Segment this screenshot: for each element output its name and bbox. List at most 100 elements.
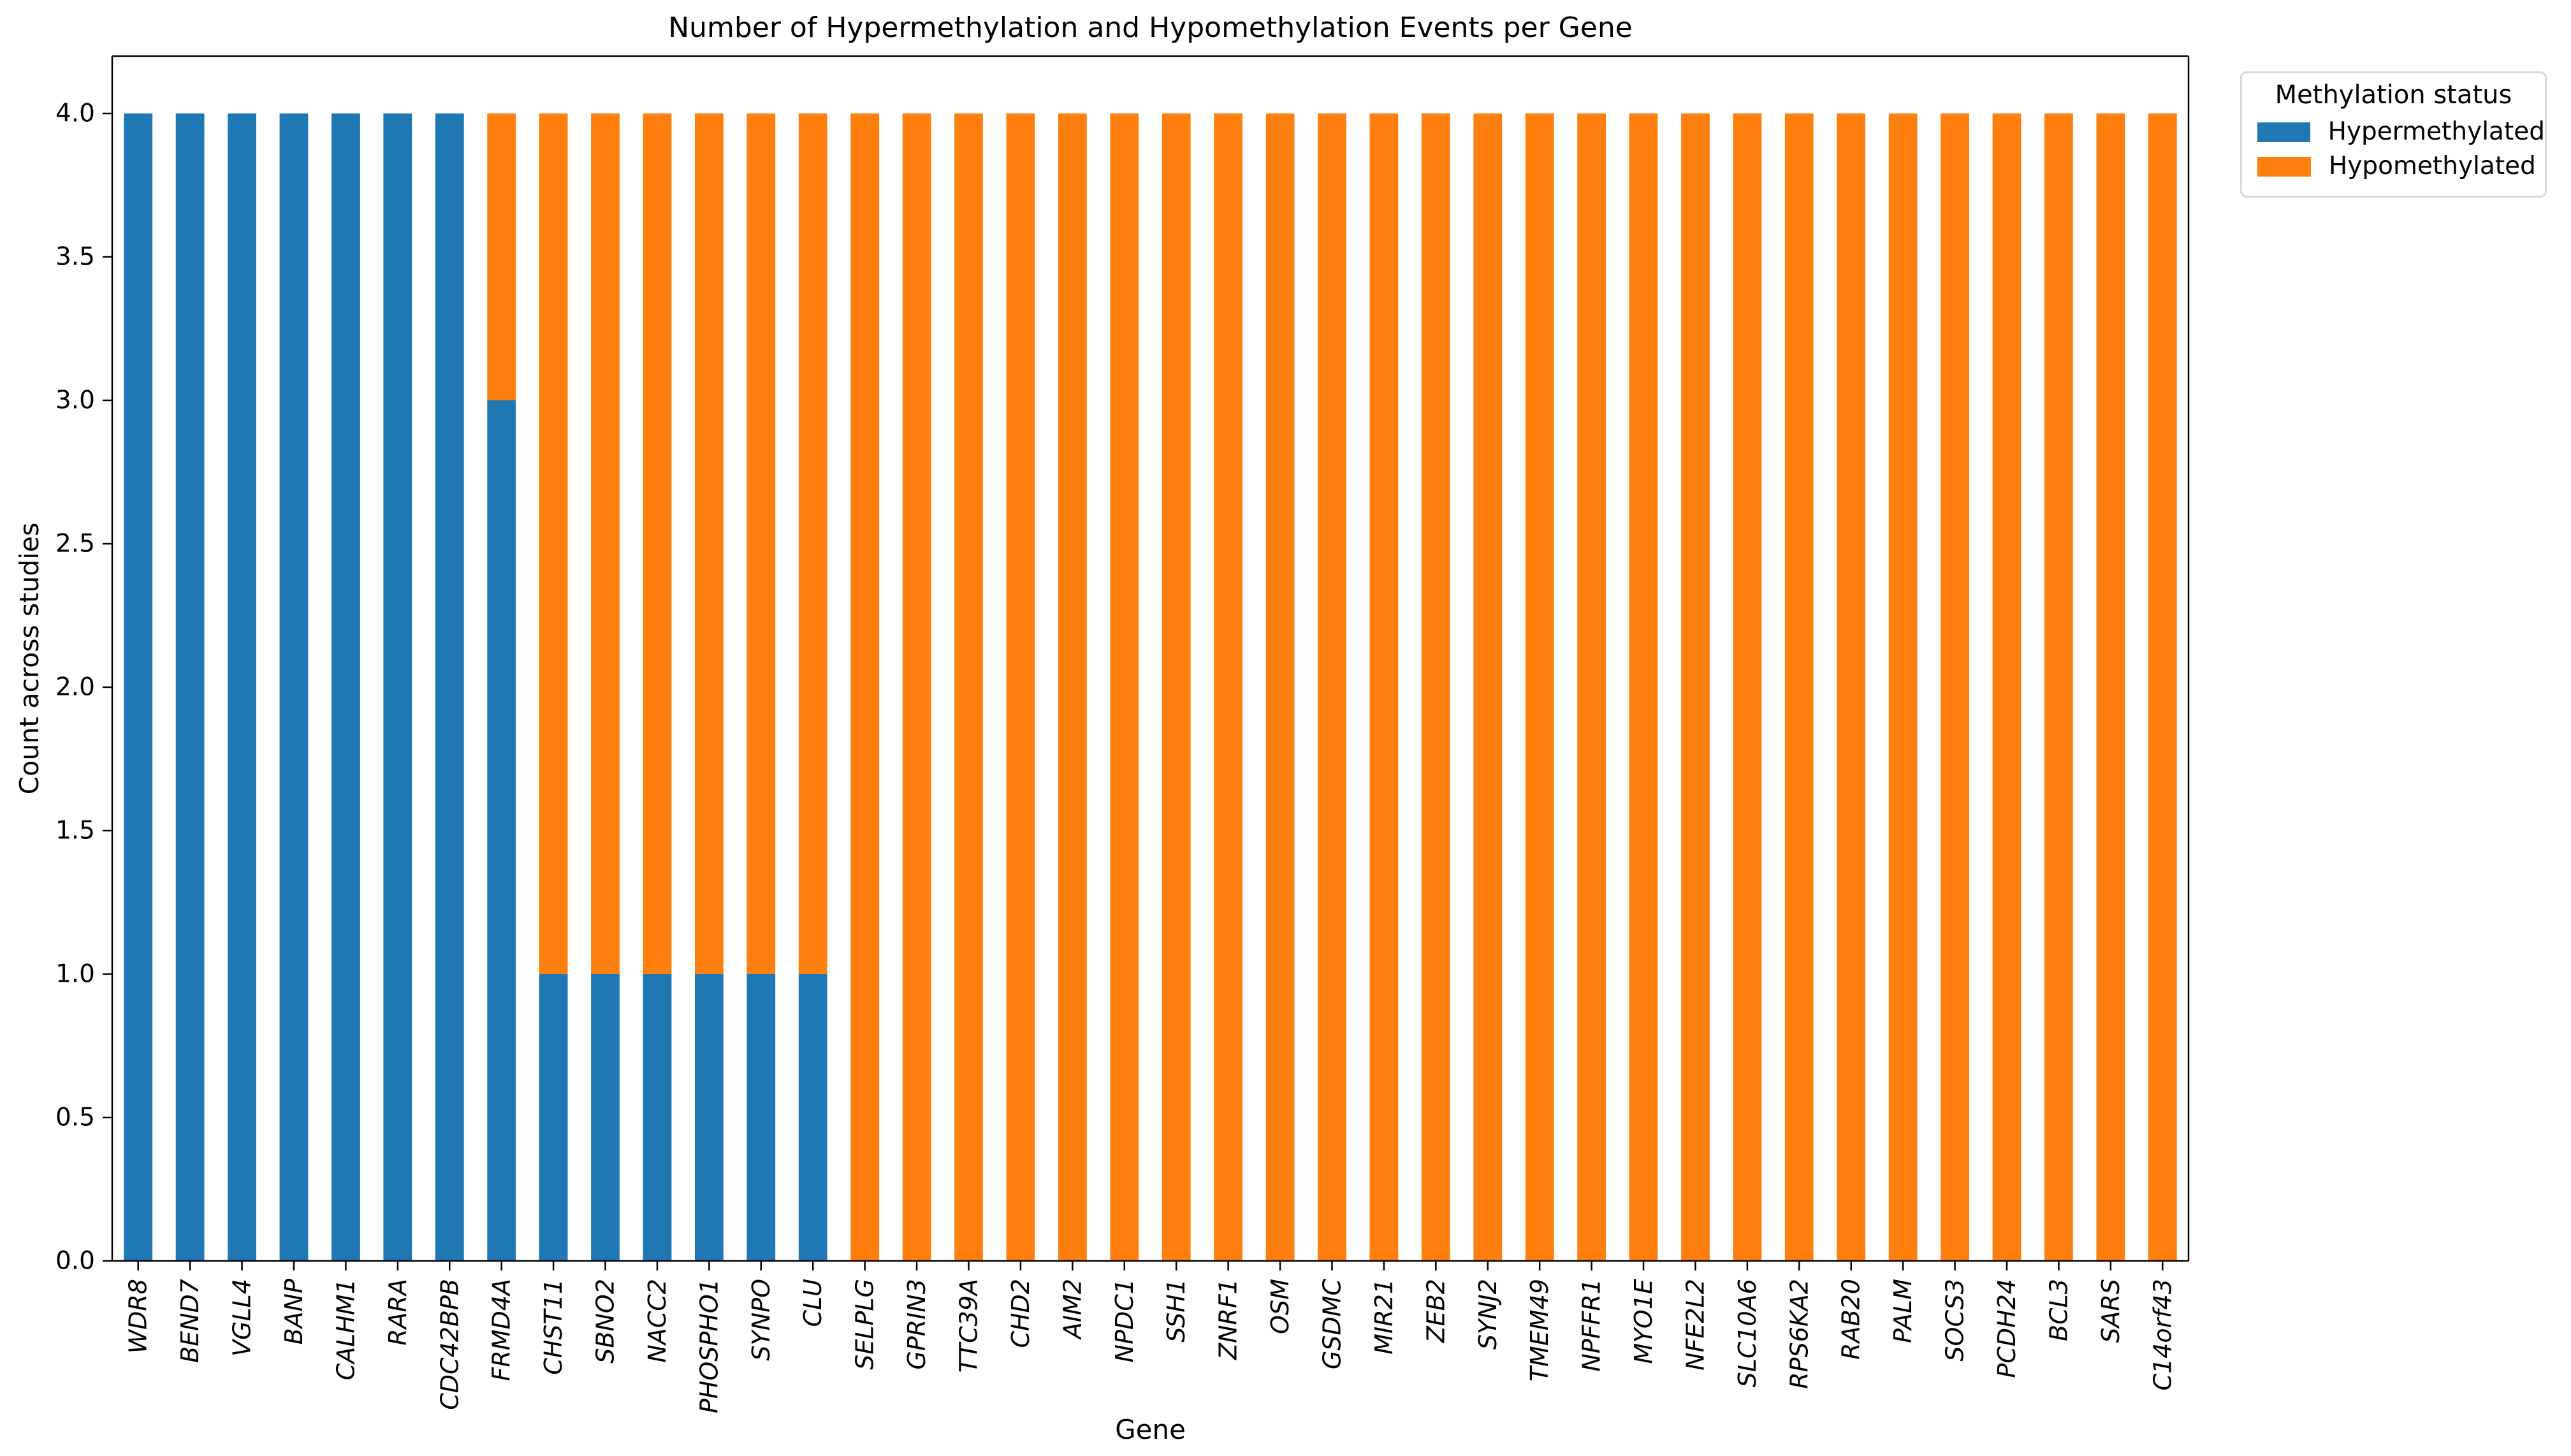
hypomethylated-swatch xyxy=(2257,156,2311,177)
bar-segment-hypomethylated-NPDC1 xyxy=(1110,113,1139,1261)
bar-segment-hypomethylated-MIR21 xyxy=(1369,113,1399,1261)
x-tick-label-SLC10A6: SLC10A6 xyxy=(1733,1279,1761,1387)
x-tick-label-TTC39A: TTC39A xyxy=(955,1279,983,1372)
bar-segment-hypomethylated-CHST11 xyxy=(539,113,568,974)
bar-segment-hypermethylated-SBNO2 xyxy=(591,974,620,1261)
bar-segment-hypermethylated-CDC42BPB xyxy=(435,113,464,1261)
x-tick-label-C14orf43: C14orf43 xyxy=(2148,1279,2176,1391)
bar-segment-hypomethylated-CHD2 xyxy=(1006,113,1035,1261)
y-tick-label: 0.0 xyxy=(55,1247,95,1276)
bar-segment-hypermethylated-NACC2 xyxy=(643,974,672,1261)
bar-segment-hypomethylated-SARS xyxy=(2096,113,2125,1261)
hypermethylated-legend-label: Hypermethylated xyxy=(2327,117,2545,146)
bar-segment-hypomethylated-SOCS3 xyxy=(1941,113,1969,1261)
bar-segment-hypomethylated-SYNJ2 xyxy=(1473,113,1503,1261)
bar-segment-hypomethylated-PCDH24 xyxy=(1992,113,2021,1261)
bar-segment-hypermethylated-CLU xyxy=(798,974,827,1261)
bar-segment-hypomethylated-C14orf43 xyxy=(2148,113,2177,1261)
x-tick-label-PCDH24: PCDH24 xyxy=(1993,1279,2021,1378)
x-tick-label-RAB20: RAB20 xyxy=(1837,1279,1865,1360)
x-tick-label-MIR21: MIR21 xyxy=(1370,1279,1398,1355)
y-tick-label: 1.0 xyxy=(55,960,95,989)
y-tick-label: 2.5 xyxy=(55,530,95,558)
x-tick-label-GPRIN3: GPRIN3 xyxy=(903,1279,931,1370)
bar-segment-hypermethylated-RARA xyxy=(383,113,412,1261)
bar-segment-hypomethylated-PALM xyxy=(1888,113,1918,1261)
bar-segment-hypermethylated-BEND7 xyxy=(175,113,205,1261)
x-tick-label-FRMD4A: FRMD4A xyxy=(488,1279,516,1381)
x-tick-label-MYO1E: MYO1E xyxy=(1629,1279,1657,1364)
bar-segment-hypomethylated-TMEM49 xyxy=(1525,113,1554,1261)
x-tick-label-VGLL4: VGLL4 xyxy=(228,1279,256,1357)
x-tick-label-CHST11: CHST11 xyxy=(539,1279,567,1375)
bar-segment-hypomethylated-OSM xyxy=(1265,113,1295,1261)
bar-segment-hypermethylated-WDR8 xyxy=(124,113,153,1261)
bar-segment-hypermethylated-VGLL4 xyxy=(228,113,256,1261)
x-tick-label-SYNJ2: SYNJ2 xyxy=(1474,1279,1502,1350)
x-tick-label-NPDC1: NPDC1 xyxy=(1111,1279,1139,1362)
legend-entry-hypermethylated: Hypermethylated xyxy=(2257,119,2545,145)
x-tick-label-SSH1: SSH1 xyxy=(1162,1279,1190,1343)
bar-segment-hypomethylated-GSDMC xyxy=(1318,113,1346,1261)
x-tick-label-SOCS3: SOCS3 xyxy=(1941,1279,1969,1362)
x-tick-label-ZNRF1: ZNRF1 xyxy=(1214,1279,1242,1360)
y-tick-label: 1.5 xyxy=(55,817,95,845)
bar-segment-hypomethylated-NPFFR1 xyxy=(1577,113,1606,1261)
x-tick-label-RARA: RARA xyxy=(384,1279,412,1346)
bar-segment-hypomethylated-SBNO2 xyxy=(591,113,620,974)
y-tick-label: 3.0 xyxy=(55,386,95,415)
chart-title: Number of Hypermethylation and Hypomethy… xyxy=(668,11,1633,44)
x-tick-label-OSM: OSM xyxy=(1266,1279,1294,1334)
bar-segment-hypermethylated-BANP xyxy=(279,113,309,1261)
x-tick-label-GSDMC: GSDMC xyxy=(1318,1279,1346,1370)
x-tick-label-CDC42BPB: CDC42BPB xyxy=(435,1279,463,1410)
x-tick-label-TMEM49: TMEM49 xyxy=(1526,1279,1554,1381)
legend-title: Methylation status xyxy=(2275,80,2512,110)
bar-segment-hypomethylated-MYO1E xyxy=(1629,113,1658,1261)
bar-segment-hypermethylated-PHOSPHO1 xyxy=(695,974,724,1261)
bar-segment-hypomethylated-GPRIN3 xyxy=(902,113,931,1261)
hypomethylated-legend-label: Hypomethylated xyxy=(2329,152,2536,180)
y-tick-label: 2.0 xyxy=(55,673,95,702)
x-tick-label-CALHM1: CALHM1 xyxy=(331,1279,360,1380)
bar-segment-hypomethylated-SLC10A6 xyxy=(1733,113,1762,1261)
x-tick-label-WDR8: WDR8 xyxy=(124,1279,152,1353)
x-tick-label-RPS6KA2: RPS6KA2 xyxy=(1785,1279,1813,1389)
bar-segment-hypomethylated-TTC39A xyxy=(954,113,983,1261)
bar-segment-hypermethylated-CHST11 xyxy=(539,974,568,1261)
y-tick-label: 4.0 xyxy=(55,99,95,128)
x-tick-label-SELPLG: SELPLG xyxy=(851,1279,879,1370)
x-tick-label-BEND7: BEND7 xyxy=(176,1279,204,1363)
x-tick-label-BANP: BANP xyxy=(280,1279,308,1344)
x-tick-label-SBNO2: SBNO2 xyxy=(592,1279,620,1364)
bar-segment-hypomethylated-CLU xyxy=(798,113,827,974)
bar-segment-hypermethylated-CALHM1 xyxy=(331,113,360,1261)
x-tick-label-NFE2L2: NFE2L2 xyxy=(1681,1279,1709,1371)
bar-segment-hypomethylated-ZEB2 xyxy=(1421,113,1450,1261)
bar-segment-hypomethylated-BCL3 xyxy=(2044,113,2073,1261)
bar-segment-hypermethylated-SYNPO xyxy=(747,974,776,1261)
bar-segment-hypomethylated-RPS6KA2 xyxy=(1784,113,1814,1261)
legend-entry-hypomethylated: Hypomethylated xyxy=(2257,154,2545,179)
bar-segment-hypomethylated-FRMD4A xyxy=(487,113,516,400)
bar-segment-hypomethylated-NACC2 xyxy=(643,113,672,974)
hypermethylated-swatch xyxy=(2257,122,2310,142)
y-tick-label: 3.5 xyxy=(55,243,95,272)
x-tick-label-CLU: CLU xyxy=(799,1279,827,1327)
x-axis-label: Gene xyxy=(1115,1414,1186,1445)
bar-segment-hypomethylated-RAB20 xyxy=(1837,113,1866,1261)
x-tick-label-PHOSPHO1: PHOSPHO1 xyxy=(695,1279,723,1413)
x-tick-label-SARS: SARS xyxy=(2097,1279,2125,1343)
x-tick-label-PALM: PALM xyxy=(1889,1279,1917,1343)
bar-segment-hypomethylated-ZNRF1 xyxy=(1214,113,1242,1261)
x-tick-label-NPFFR1: NPFFR1 xyxy=(1578,1279,1606,1372)
bar-segment-hypomethylated-SELPLG xyxy=(850,113,880,1261)
x-tick-label-SYNPO: SYNPO xyxy=(747,1279,775,1361)
x-tick-label-BCL3: BCL3 xyxy=(2044,1279,2072,1341)
x-tick-label-ZEB2: ZEB2 xyxy=(1422,1279,1450,1343)
x-tick-label-NACC2: NACC2 xyxy=(643,1279,671,1363)
legend: Methylation status Hypermethylated Hypom… xyxy=(2240,71,2547,198)
bar-segment-hypomethylated-AIM2 xyxy=(1058,113,1087,1261)
